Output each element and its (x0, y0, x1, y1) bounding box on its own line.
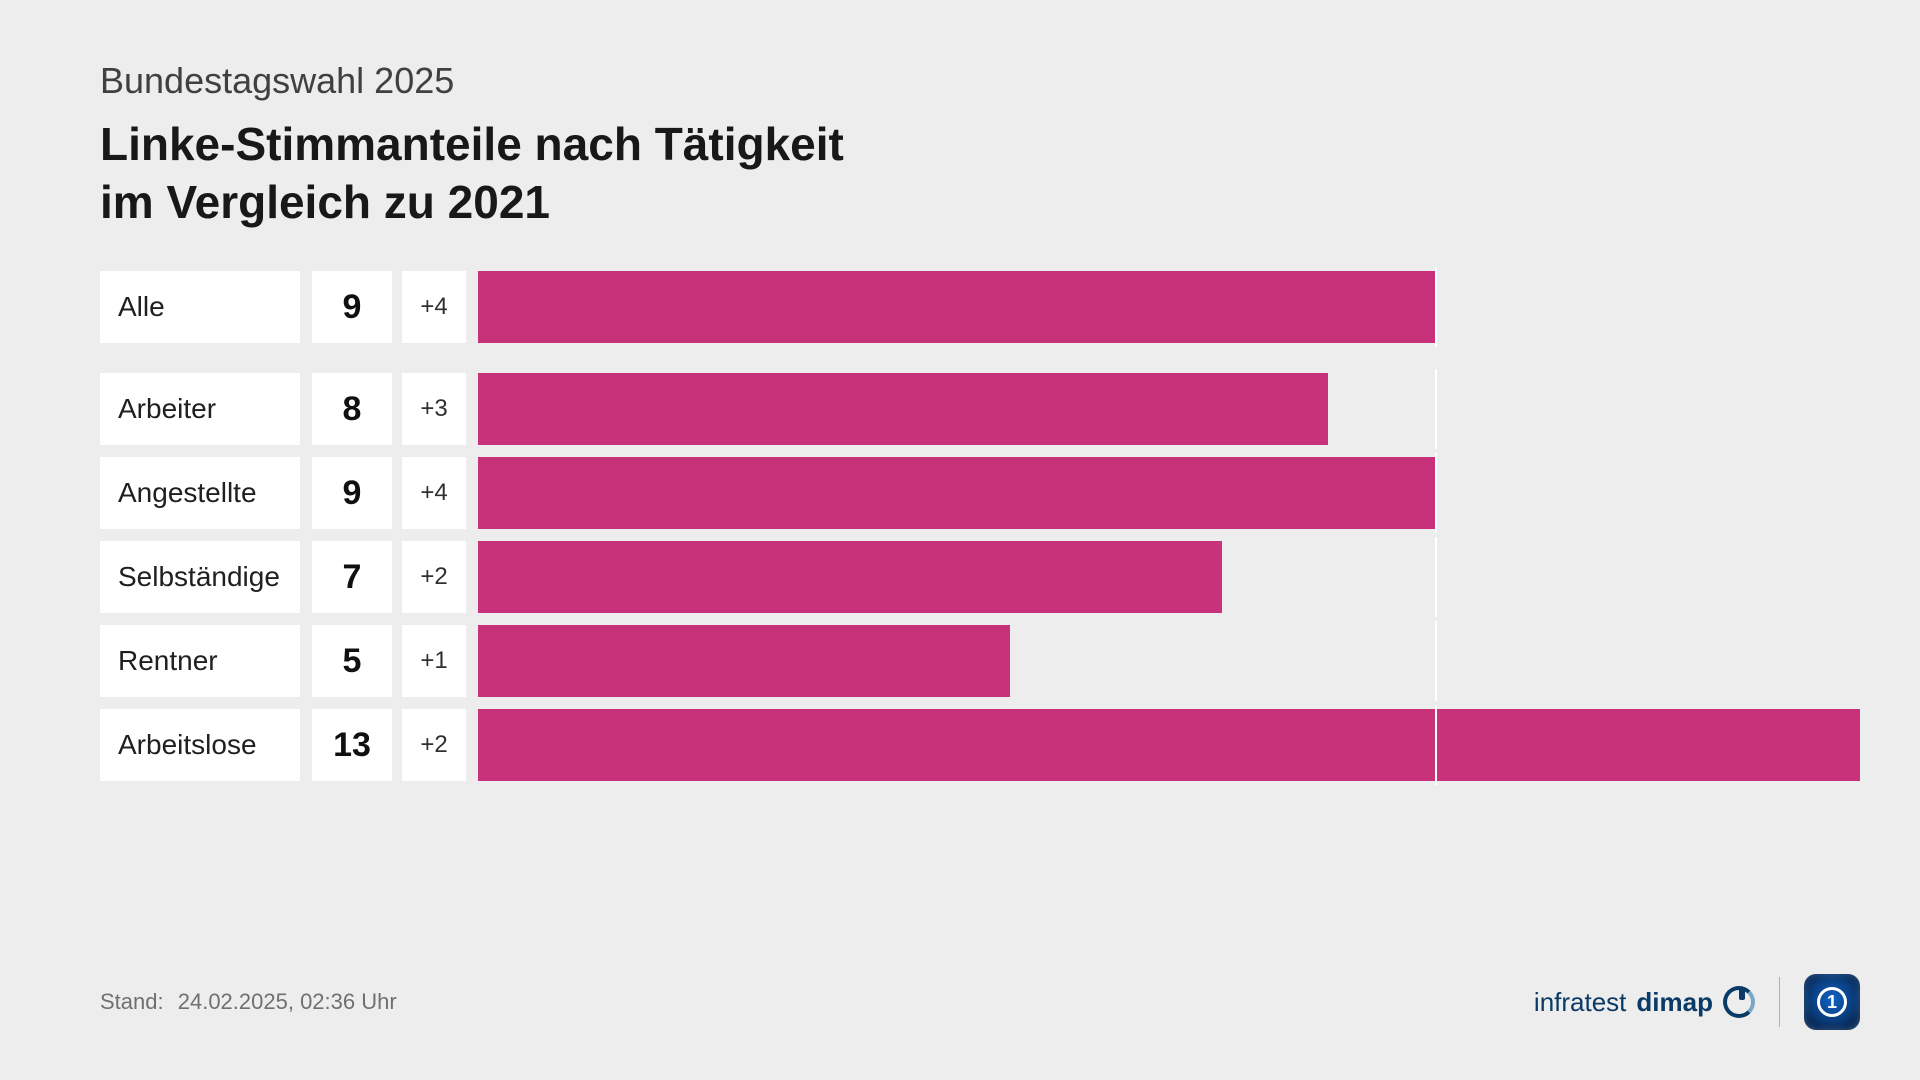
reference-line (1435, 537, 1437, 617)
ard-logo-inner (1817, 987, 1847, 1017)
row-label: Alle (100, 271, 300, 343)
row-value: 7 (312, 541, 392, 613)
ard-logo (1804, 974, 1860, 1030)
row-label: Rentner (100, 625, 300, 697)
chart-row: Alle9+4 (100, 271, 1860, 343)
row-value: 9 (312, 271, 392, 343)
row-delta: +1 (402, 625, 466, 697)
chart-row: Angestellte9+4 (100, 457, 1860, 529)
bar (478, 709, 1860, 781)
chart-row: Arbeiter8+3 (100, 373, 1860, 445)
logo-text-prefix: infratest (1534, 987, 1627, 1018)
bar-track (478, 457, 1860, 529)
logo-area: infratest dimap (1534, 974, 1860, 1030)
bar-track (478, 709, 1860, 781)
stand-label: Stand: (100, 989, 164, 1014)
bar (478, 541, 1222, 613)
title-line-1: Linke-Stimmanteile nach Tätigkeit (100, 116, 1860, 174)
row-value: 13 (312, 709, 392, 781)
reference-line (1435, 705, 1437, 785)
row-delta: +3 (402, 373, 466, 445)
bar (478, 625, 1010, 697)
bar (478, 373, 1328, 445)
reference-line (1435, 453, 1437, 533)
bar-track (478, 373, 1860, 445)
chart-row: Rentner5+1 (100, 625, 1860, 697)
supertitle: Bundestagswahl 2025 (100, 60, 1860, 102)
bar-chart: Alle9+4 Arbeiter8+3Angestellte9+4Selbstä… (100, 271, 1860, 781)
infratest-dimap-logo: infratest dimap (1534, 986, 1755, 1018)
row-delta: +2 (402, 541, 466, 613)
row-label: Arbeiter (100, 373, 300, 445)
footer: Stand: 24.02.2025, 02:36 Uhr infratest d… (100, 974, 1860, 1030)
title-line-2: im Vergleich zu 2021 (100, 174, 1860, 232)
reference-line (1435, 369, 1437, 449)
bar-track (478, 271, 1860, 343)
row-delta: +4 (402, 271, 466, 343)
logo-text-suffix: dimap (1636, 987, 1713, 1018)
reference-line (1435, 621, 1437, 701)
bar-track (478, 625, 1860, 697)
bar (478, 271, 1435, 343)
row-label: Angestellte (100, 457, 300, 529)
row-value: 9 (312, 457, 392, 529)
chart-title: Linke-Stimmanteile nach Tätigkeit im Ver… (100, 116, 1860, 231)
logo-divider (1779, 977, 1780, 1027)
row-delta: +2 (402, 709, 466, 781)
row-delta: +4 (402, 457, 466, 529)
chart-row: Selbständige7+2 (100, 541, 1860, 613)
row-value: 8 (312, 373, 392, 445)
stand-value: 24.02.2025, 02:36 Uhr (178, 989, 397, 1014)
reference-line (1435, 267, 1437, 347)
infratest-dimap-icon (1723, 986, 1755, 1018)
chart-row: Arbeitslose13+2 (100, 709, 1860, 781)
row-value: 5 (312, 625, 392, 697)
row-label: Selbständige (100, 541, 300, 613)
bar-track (478, 541, 1860, 613)
row-label: Arbeitslose (100, 709, 300, 781)
bar (478, 457, 1435, 529)
